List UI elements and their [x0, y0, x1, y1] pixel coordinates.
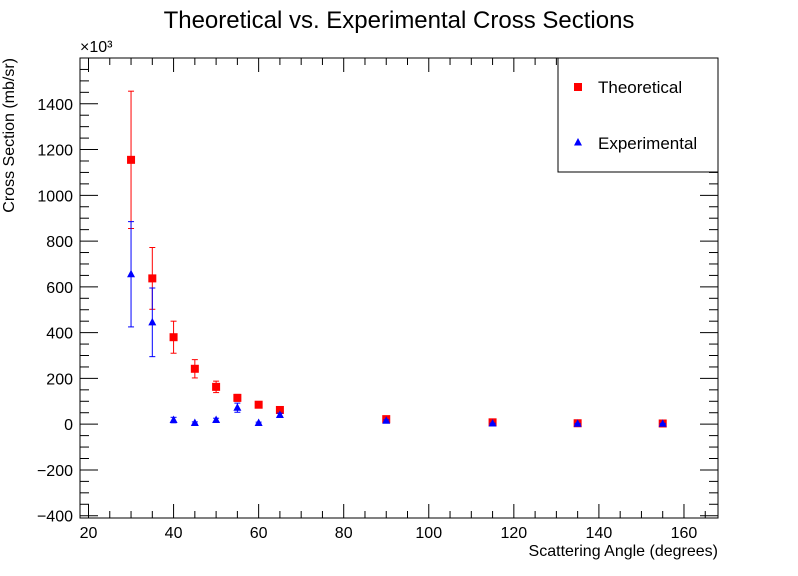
y-tick-label: 200: [46, 371, 73, 388]
experimental-point: [658, 419, 667, 427]
x-axis-label: Scattering Angle (degrees): [529, 543, 718, 560]
experimental-point: [382, 416, 391, 424]
y-tick-label: −400: [37, 509, 73, 526]
y-tick-label: 1200: [37, 143, 73, 160]
experimental-point: [573, 419, 582, 427]
plot-frame: [79, 57, 719, 519]
x-tick-label: 40: [165, 525, 183, 542]
experimental-point: [190, 418, 199, 427]
theoretical-point: [127, 155, 136, 164]
experimental-point: [233, 403, 242, 411]
theoretical-point: [190, 364, 199, 373]
x-tick-label: 100: [415, 525, 442, 542]
theoretical-point: [169, 333, 178, 342]
experimental-point: [488, 418, 497, 427]
legend-marker-theoretical: [574, 83, 582, 91]
experimental-point: [275, 410, 284, 419]
legend: Theoretical Experimental: [557, 57, 719, 173]
x-tick-label: 140: [586, 525, 613, 542]
legend-box: [557, 57, 719, 173]
y-multiplier-label: ×10³: [80, 39, 113, 56]
experimental-point: [148, 317, 157, 326]
legend-marker-experimental: [574, 138, 582, 146]
x-tick-label: 60: [250, 525, 268, 542]
theoretical-point: [233, 393, 242, 402]
x-tick-label: 120: [500, 525, 527, 542]
experimental-point: [254, 418, 263, 427]
chart-title: Theoretical vs. Experimental Cross Secti…: [164, 7, 635, 34]
y-tick-label: −200: [37, 463, 73, 480]
y-tick-label: 1400: [37, 97, 73, 114]
theoretical-point: [148, 274, 157, 283]
x-tick-label: 20: [80, 525, 98, 542]
theoretical-point: [275, 405, 284, 414]
y-tick-label: 0: [64, 417, 73, 434]
x-tick-label: 160: [671, 525, 698, 542]
y-axis: −400 −200 0 200 400 600 800 1000 1200 1400: [37, 68, 718, 526]
experimental-point: [169, 415, 178, 424]
x-axis: 20 40 60 80 100 120 140 160: [80, 58, 706, 542]
x-tick-label: 80: [335, 525, 353, 542]
y-axis-label: Cross Section (mb/sr): [1, 58, 18, 213]
theoretical-point: [212, 382, 221, 391]
legend-label-experimental: Experimental: [598, 134, 697, 153]
experimental-point: [212, 415, 221, 424]
y-tick-label: 1000: [37, 188, 73, 205]
y-tick-label: 800: [46, 234, 73, 251]
theoretical-point: [254, 400, 263, 409]
y-tick-label: 600: [46, 280, 73, 297]
y-tick-label: 400: [46, 326, 73, 343]
data-series: [127, 90, 667, 428]
legend-label-theoretical: Theoretical: [598, 78, 682, 97]
experimental-point: [127, 269, 136, 278]
